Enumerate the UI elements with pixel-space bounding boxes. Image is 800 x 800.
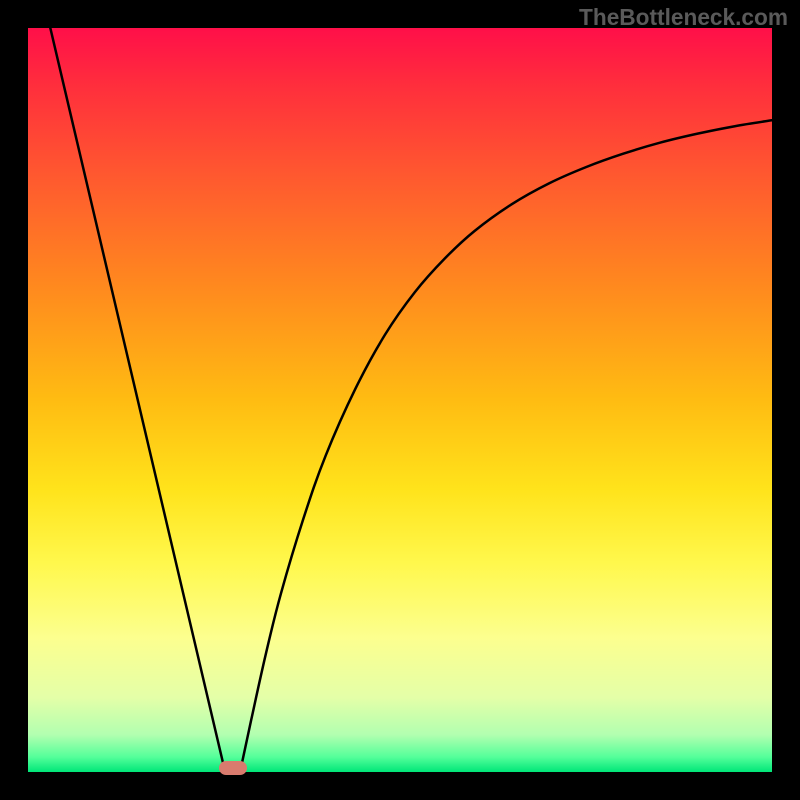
chart-frame: TheBottleneck.com — [0, 0, 800, 800]
plot-area — [28, 28, 772, 772]
minimum-marker — [219, 761, 247, 775]
chart-svg — [28, 28, 772, 772]
watermark-label: TheBottleneck.com — [579, 4, 788, 31]
plot-background — [28, 28, 772, 772]
